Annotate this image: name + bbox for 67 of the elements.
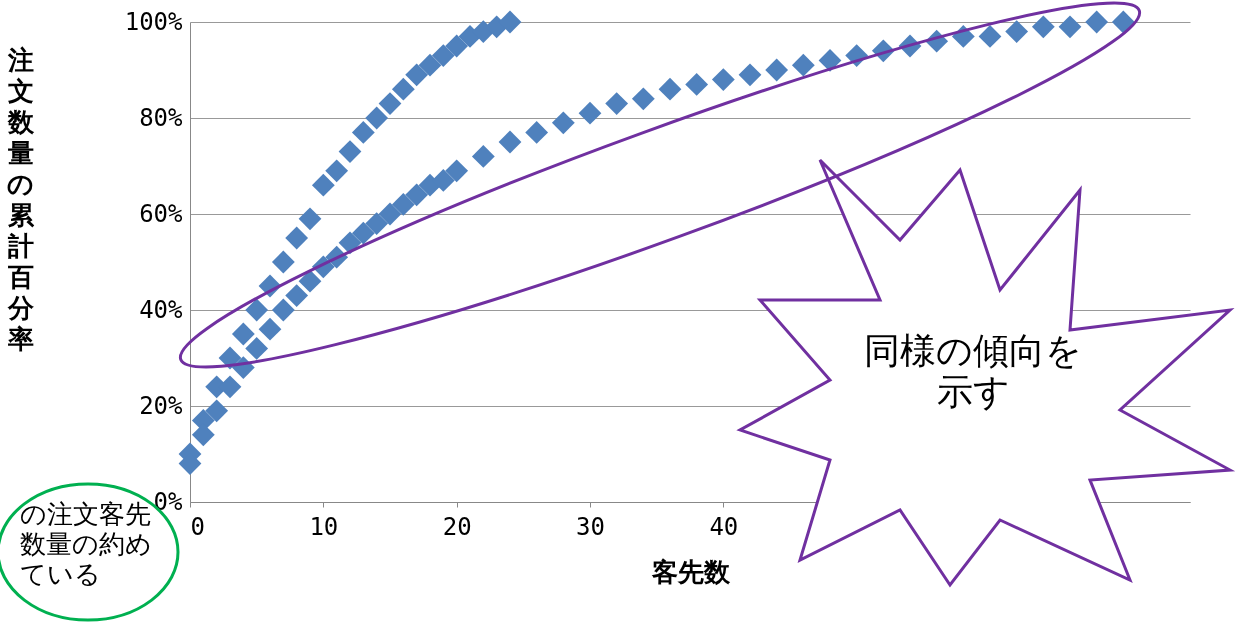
point bbox=[258, 317, 282, 341]
y-tick-label: 80% bbox=[139, 103, 184, 132]
point bbox=[738, 63, 762, 87]
point bbox=[1005, 20, 1029, 43]
y-tick-label: 0% bbox=[153, 487, 184, 516]
text: の注文客先数量の約めている bbox=[20, 499, 152, 589]
point bbox=[818, 49, 842, 72]
y-tick-label: 100% bbox=[124, 7, 184, 36]
point bbox=[298, 269, 322, 293]
point bbox=[431, 44, 455, 67]
point bbox=[245, 298, 269, 322]
point bbox=[231, 322, 255, 346]
y-tick-label: 40% bbox=[139, 295, 184, 324]
point bbox=[365, 106, 389, 130]
point bbox=[351, 121, 375, 144]
point bbox=[378, 202, 402, 226]
point bbox=[658, 77, 682, 101]
point bbox=[1111, 10, 1135, 34]
point bbox=[245, 337, 269, 360]
point bbox=[711, 68, 735, 91]
point bbox=[445, 34, 469, 58]
point bbox=[1031, 15, 1055, 39]
point bbox=[791, 53, 815, 77]
point bbox=[525, 121, 549, 144]
point bbox=[765, 58, 789, 82]
point bbox=[338, 231, 362, 255]
point bbox=[418, 53, 442, 77]
y-tick-label: 60% bbox=[139, 199, 184, 228]
point bbox=[978, 25, 1002, 48]
point bbox=[378, 92, 402, 115]
point bbox=[285, 226, 309, 250]
x-tick-label: 20 bbox=[442, 512, 472, 541]
x-tick-label: 0 bbox=[190, 512, 205, 541]
annotation: 同様の傾向を示す bbox=[863, 330, 1084, 413]
point bbox=[351, 221, 375, 245]
point bbox=[205, 399, 229, 423]
point bbox=[551, 111, 575, 135]
point bbox=[445, 159, 469, 183]
point bbox=[271, 298, 295, 322]
point bbox=[271, 250, 295, 274]
point bbox=[391, 193, 415, 216]
point bbox=[391, 77, 415, 101]
point bbox=[311, 173, 335, 197]
x-tick-label: 40 bbox=[709, 512, 739, 541]
point bbox=[218, 346, 242, 370]
point bbox=[365, 212, 389, 235]
point bbox=[298, 207, 322, 231]
text: 注文数量の累計百分率 bbox=[7, 44, 34, 354]
point bbox=[631, 87, 655, 111]
point bbox=[405, 63, 429, 87]
point bbox=[578, 101, 602, 125]
point bbox=[431, 169, 455, 192]
y-tick-label: 20% bbox=[139, 391, 184, 420]
point bbox=[1085, 10, 1109, 34]
x-axis-title: 客先数 bbox=[650, 556, 731, 587]
point bbox=[338, 140, 362, 163]
point bbox=[471, 145, 495, 168]
point bbox=[498, 10, 522, 34]
point bbox=[498, 130, 522, 154]
point bbox=[325, 159, 349, 183]
x-tick-label: 10 bbox=[309, 512, 339, 541]
x-tick-label: 30 bbox=[576, 512, 605, 541]
point bbox=[685, 73, 709, 96]
point bbox=[605, 92, 629, 115]
point bbox=[1058, 15, 1082, 39]
point bbox=[405, 183, 429, 207]
point bbox=[285, 284, 309, 307]
